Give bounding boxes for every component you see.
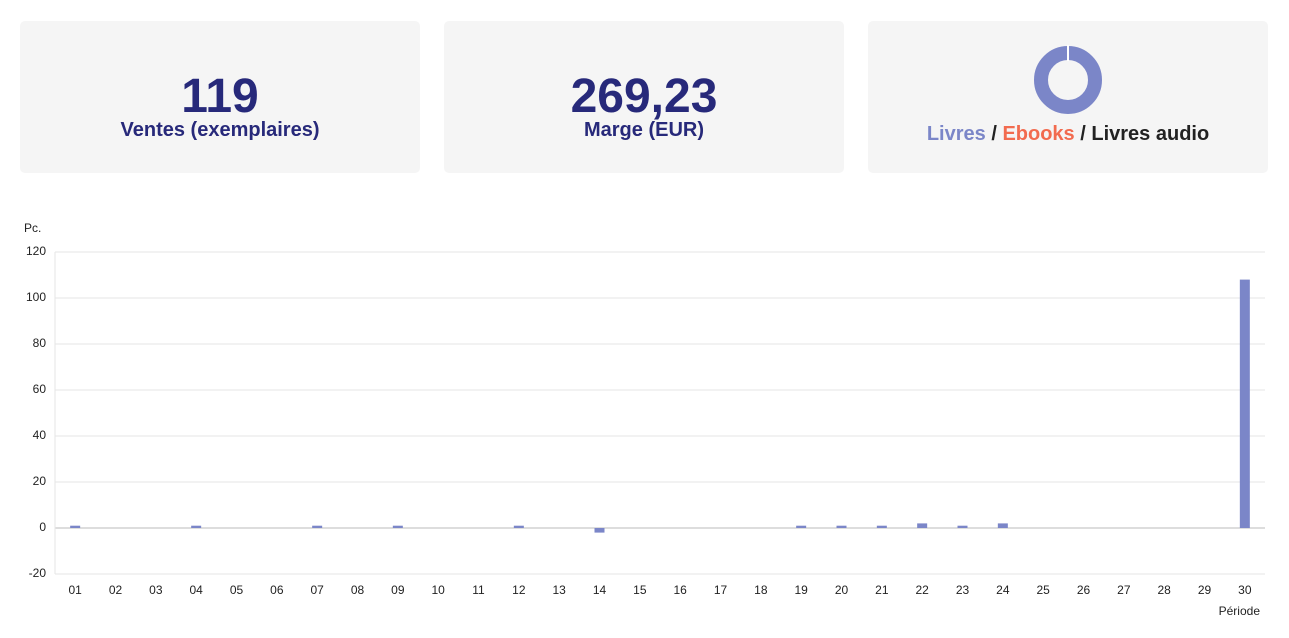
margin-label: Marge (EUR): [583, 119, 704, 141]
bar: [957, 525, 968, 528]
bar: [191, 525, 202, 528]
x-tick-label: 11: [472, 583, 485, 597]
x-tick-label: 29: [1198, 583, 1212, 597]
y-tick-label: 40: [33, 428, 47, 442]
donut-legend: Livres / Ebooks / Livres audio: [868, 123, 1268, 146]
x-tick-label: 24: [996, 583, 1010, 597]
legend-item: Ebooks: [1002, 123, 1075, 145]
bar: [513, 525, 524, 528]
x-tick-label: 13: [552, 583, 566, 597]
x-tick-label: 26: [1077, 583, 1091, 597]
y-tick-label: 0: [39, 520, 46, 534]
bar: [997, 523, 1008, 528]
margin-card: 269,23 Marge (EUR): [444, 21, 844, 173]
x-tick-label: 10: [431, 583, 445, 597]
bar: [917, 523, 928, 528]
x-tick-label: 28: [1157, 583, 1171, 597]
bar: [1239, 279, 1250, 528]
x-tick-label: 19: [794, 583, 808, 597]
x-tick-label: 16: [673, 583, 687, 597]
x-tick-label: 25: [1036, 583, 1050, 597]
x-tick-label: 23: [956, 583, 970, 597]
x-tick-label: 18: [754, 583, 768, 597]
y-tick-label: -20: [29, 566, 47, 580]
sales-value: 119: [181, 70, 259, 123]
y-tick-label: 80: [33, 336, 47, 350]
bar: [836, 525, 847, 528]
x-tick-label: 03: [149, 583, 163, 597]
x-tick-label: 12: [512, 583, 526, 597]
chart: Pc. Période -20 0 20 40 60 80 100 120 01 02 03 04 05…: [24, 221, 1265, 618]
bar: [796, 525, 807, 528]
sales-label: Ventes (exemplaires): [120, 119, 320, 141]
y-tick-label: 20: [33, 474, 47, 488]
x-axis-label: Période: [1219, 604, 1261, 618]
bar: [70, 525, 81, 528]
x-tick-label: 15: [633, 583, 647, 597]
x-tick-label: 21: [875, 583, 889, 597]
sales-card: 119 Ventes (exemplaires): [20, 21, 420, 173]
x-tick-label: 27: [1117, 583, 1131, 597]
separator: /: [1080, 123, 1086, 145]
margin-value: 269,23: [570, 70, 718, 123]
legend-item: Livres audio: [1091, 123, 1210, 145]
x-tick-label: 08: [351, 583, 365, 597]
donut: [1034, 45, 1102, 114]
y-tick-label: 120: [26, 244, 46, 258]
bar: [876, 525, 887, 528]
x-tick-label: 17: [714, 583, 728, 597]
separator: /: [991, 123, 997, 145]
x-tick-label: 30: [1238, 583, 1252, 597]
donut-slice: [1034, 46, 1102, 114]
x-tick-label: 06: [270, 583, 284, 597]
x-tick-label: 04: [189, 583, 203, 597]
x-tick-label: 01: [68, 583, 82, 597]
type-card: Livres / Ebooks / Livres audio: [868, 21, 1268, 173]
x-tick-label: 05: [230, 583, 244, 597]
x-tick-label: 07: [310, 583, 324, 597]
x-tick-label: 09: [391, 583, 405, 597]
y-axis-label: Pc.: [24, 221, 41, 235]
bar: [392, 525, 403, 528]
x-tick-label: 22: [915, 583, 929, 597]
x-tick-label: 20: [835, 583, 849, 597]
legend-item: Livres: [926, 123, 986, 145]
bar: [594, 528, 605, 533]
y-tick-label: 60: [33, 382, 47, 396]
x-tick-label: 02: [109, 583, 123, 597]
bar: [312, 525, 323, 528]
y-tick-label: 100: [26, 290, 46, 304]
x-tick-label: 14: [593, 583, 607, 597]
